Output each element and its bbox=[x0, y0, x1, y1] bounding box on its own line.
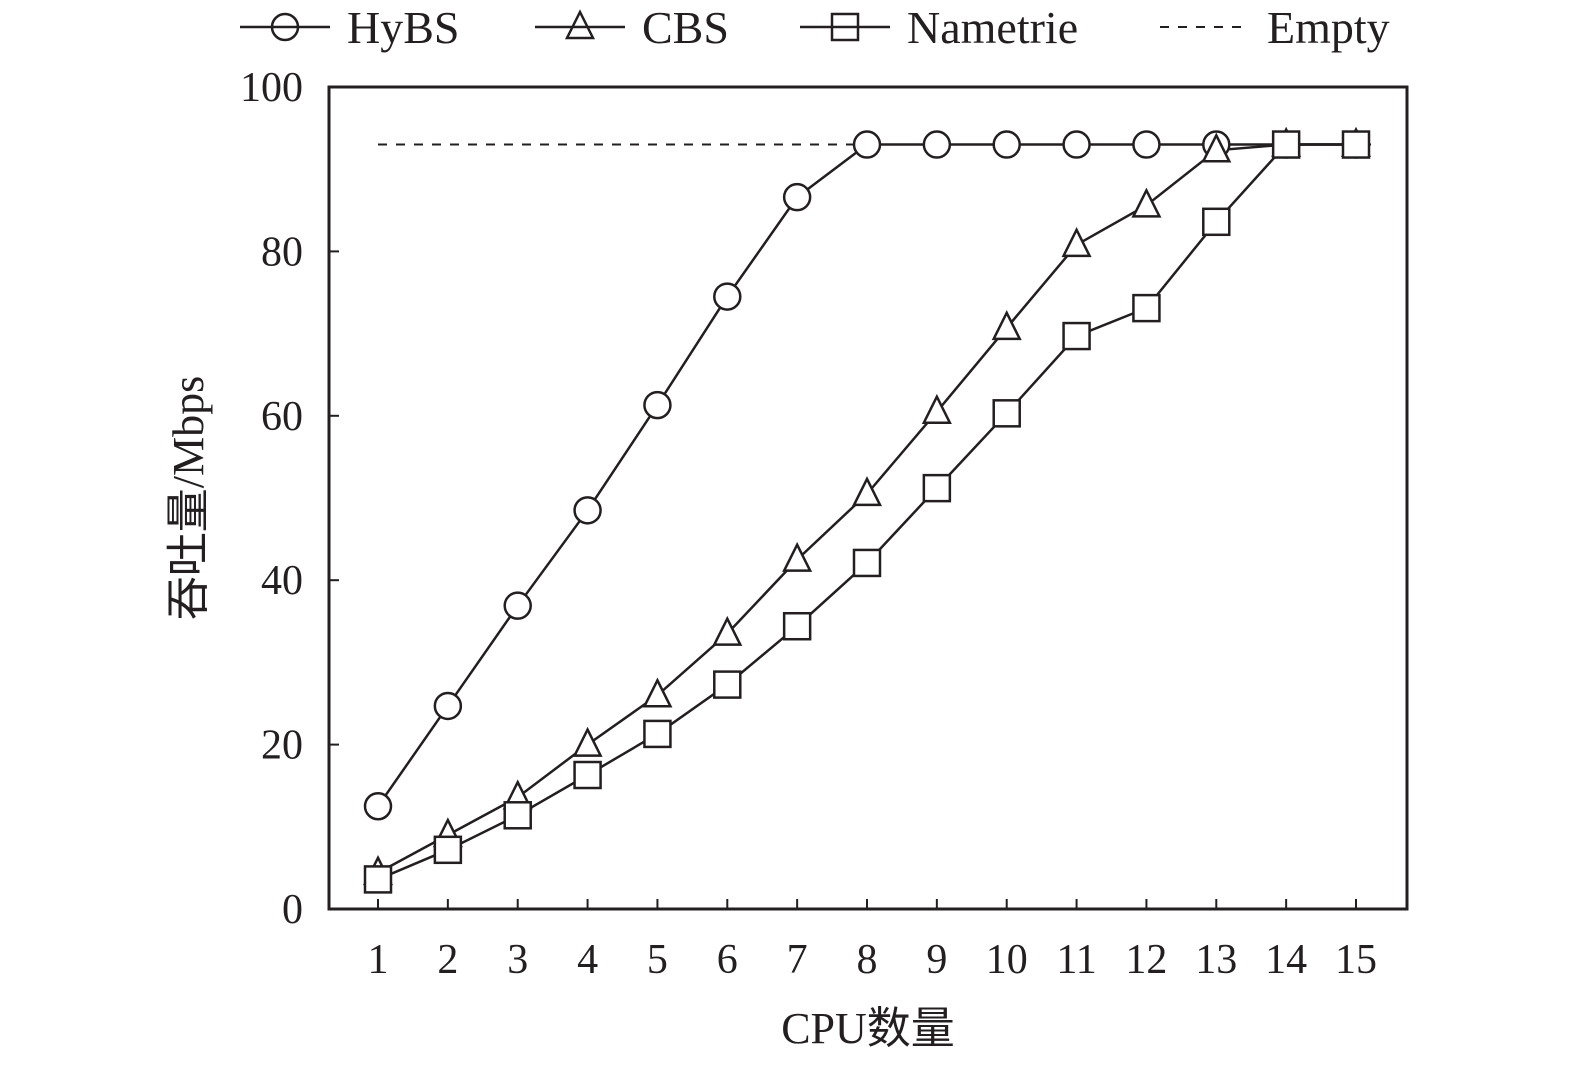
data-point-hybs bbox=[363, 792, 393, 821]
data-point-cbs bbox=[1061, 227, 1092, 258]
data-point-nametrie bbox=[1202, 207, 1231, 237]
data-point-nametrie bbox=[782, 611, 812, 641]
x-tick-label: 3 bbox=[507, 937, 528, 983]
legend-marker-square bbox=[830, 12, 860, 42]
x-tick-label: 7 bbox=[787, 937, 808, 983]
series-nametrie bbox=[377, 143, 1356, 881]
data-point-cbs bbox=[1131, 187, 1162, 218]
data-point-cbs bbox=[642, 677, 673, 708]
legend-label: Empty bbox=[1267, 2, 1390, 53]
x-axis: 1 2 3 4 5 6 7 8 9 10 11 12 13 14 15 bbox=[368, 899, 1377, 983]
y-tick-label: 20 bbox=[261, 723, 303, 769]
legend-item-cbs: CBS bbox=[535, 2, 729, 53]
legend-item-nametrie: Nametrie bbox=[800, 2, 1078, 53]
x-tick-label: 6 bbox=[717, 937, 738, 983]
data-point-hybs bbox=[992, 130, 1021, 159]
data-point-nametrie bbox=[713, 670, 742, 699]
x-tick-label: 14 bbox=[1265, 937, 1307, 983]
data-point-cbs bbox=[572, 726, 603, 757]
data-point-nametrie bbox=[852, 548, 882, 578]
x-tick-label: 5 bbox=[647, 937, 668, 983]
x-tick-label: 1 bbox=[368, 937, 389, 983]
x-tick-label: 11 bbox=[1056, 937, 1096, 983]
y-tick-label: 100 bbox=[240, 65, 303, 111]
series-line-hybs bbox=[376, 143, 1356, 807]
data-point-cbs bbox=[1201, 132, 1232, 163]
x-tick-label: 4 bbox=[577, 937, 598, 983]
data-point-hybs bbox=[503, 591, 532, 620]
x-tick-label: 13 bbox=[1195, 937, 1237, 983]
series-line-cbs bbox=[377, 143, 1356, 874]
legend: HyBS CBS Nametrie Empty bbox=[240, 2, 1390, 53]
data-point-nametrie bbox=[643, 719, 672, 749]
data-point-cbs bbox=[782, 541, 813, 572]
x-tick-label: 10 bbox=[986, 937, 1028, 983]
series-cbs bbox=[377, 143, 1356, 874]
x-tick-label: 2 bbox=[437, 937, 458, 983]
data-point-hybs bbox=[573, 496, 602, 525]
data-point-nametrie bbox=[1062, 321, 1091, 351]
data-point-nametrie bbox=[922, 473, 952, 503]
data-point-nametrie bbox=[1132, 293, 1161, 323]
data-point-hybs bbox=[782, 182, 812, 212]
data-point-cbs bbox=[712, 615, 743, 646]
data-point-cbs bbox=[991, 310, 1022, 341]
data-point-hybs bbox=[852, 130, 882, 159]
data-point-hybs bbox=[922, 130, 952, 159]
data-point-nametrie bbox=[363, 865, 393, 894]
data-point-cbs bbox=[851, 476, 883, 507]
y-tick-label: 40 bbox=[261, 558, 303, 604]
data-point-hybs bbox=[1062, 130, 1091, 159]
y-axis-label: 吞吐量/Mbps bbox=[164, 376, 213, 620]
data-point-hybs bbox=[1132, 130, 1161, 159]
x-tick-label: 12 bbox=[1125, 937, 1167, 983]
data-point-nametrie bbox=[1341, 130, 1371, 159]
series-line-nametrie bbox=[377, 143, 1356, 881]
y-tick-label: 60 bbox=[261, 394, 303, 440]
x-axis-label: CPU数量 bbox=[781, 1004, 955, 1053]
x-tick-label: 9 bbox=[926, 937, 947, 983]
markers-cbs bbox=[362, 126, 1372, 886]
legend-label: HyBS bbox=[347, 2, 459, 53]
markers-nametrie bbox=[363, 130, 1371, 894]
x-tick-label: 8 bbox=[857, 937, 878, 983]
data-point-nametrie bbox=[433, 835, 463, 865]
data-point-hybs bbox=[643, 390, 672, 420]
data-point-cbs bbox=[921, 393, 952, 424]
data-point-nametrie bbox=[1271, 130, 1301, 159]
legend-marker-triangle bbox=[564, 9, 596, 40]
x-tick-label: 15 bbox=[1335, 937, 1377, 983]
y-axis: 0 20 40 60 80 100 bbox=[240, 65, 339, 933]
data-point-hybs bbox=[713, 282, 742, 311]
series-group bbox=[362, 126, 1372, 894]
legend-label: CBS bbox=[642, 2, 729, 53]
data-point-nametrie bbox=[503, 801, 532, 830]
legend-label: Nametrie bbox=[907, 2, 1078, 53]
data-point-hybs bbox=[433, 691, 463, 721]
series-hybs bbox=[376, 143, 1356, 807]
y-tick-label: 0 bbox=[282, 887, 303, 933]
legend-item-hybs: HyBS bbox=[240, 2, 459, 53]
data-point-nametrie bbox=[992, 399, 1021, 428]
legend-item-empty: Empty bbox=[1160, 2, 1390, 53]
legend-marker-circle bbox=[270, 12, 300, 42]
y-tick-label: 80 bbox=[261, 229, 303, 275]
data-point-nametrie bbox=[573, 760, 602, 790]
